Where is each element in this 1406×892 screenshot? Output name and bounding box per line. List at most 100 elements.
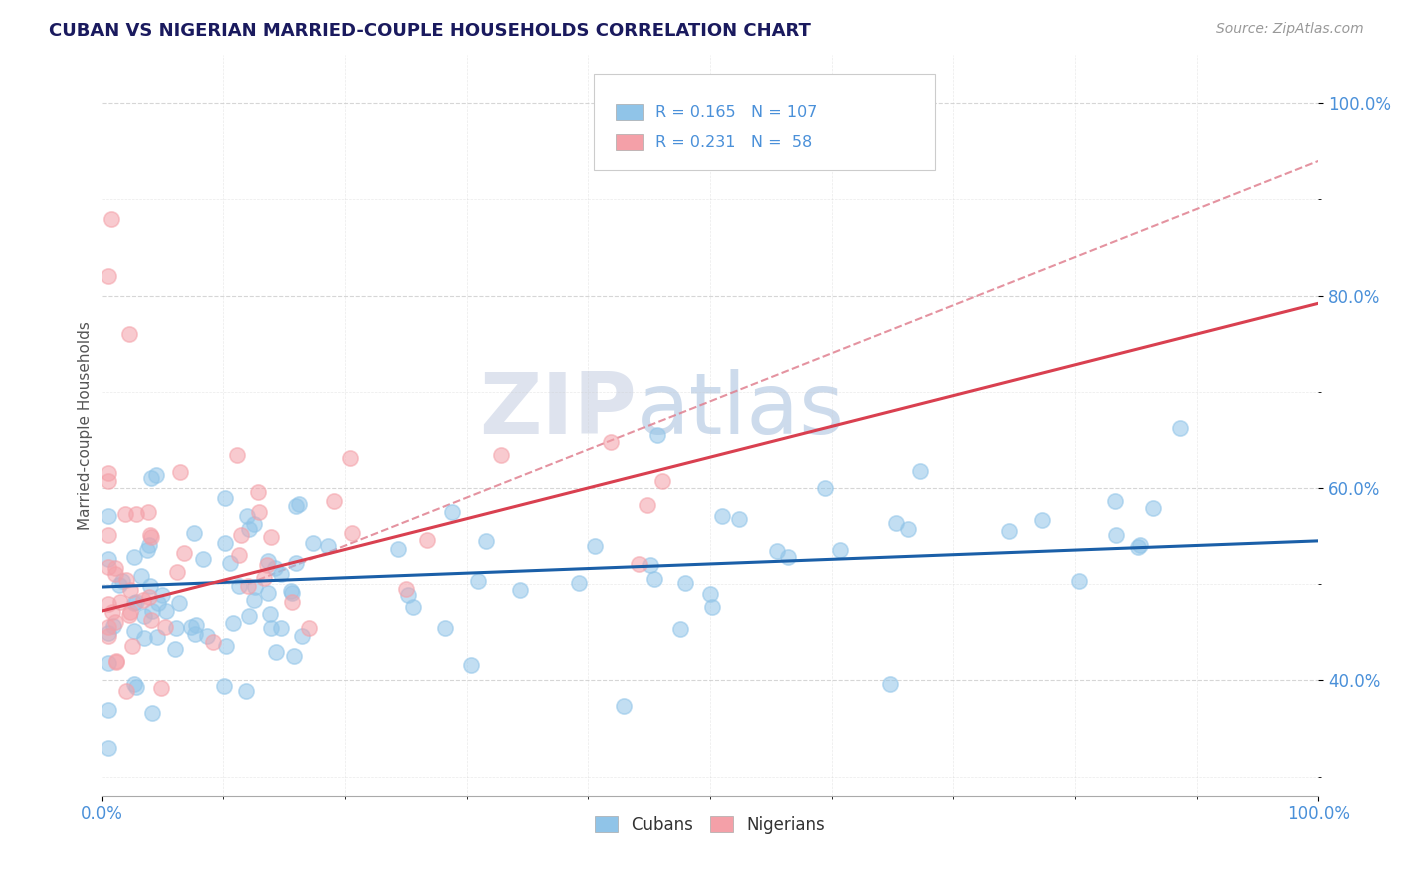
Point — [139, 528, 162, 542]
Point — [231, 527, 253, 541]
Point — [247, 505, 270, 519]
Point — [184, 627, 207, 641]
Point — [169, 466, 191, 480]
Point — [643, 572, 665, 586]
Point — [613, 699, 636, 714]
FancyBboxPatch shape — [616, 103, 643, 120]
Point — [628, 557, 651, 571]
Point — [136, 504, 159, 518]
Point — [214, 491, 236, 505]
Point — [183, 525, 205, 540]
Point — [264, 560, 287, 574]
Y-axis label: Married-couple Households: Married-couple Households — [79, 321, 93, 530]
Point — [111, 574, 134, 588]
Point — [97, 656, 120, 670]
Point — [636, 499, 658, 513]
Point — [884, 516, 907, 530]
Point — [139, 530, 162, 544]
Point — [1104, 494, 1126, 508]
Point — [339, 451, 361, 466]
Point — [395, 582, 418, 596]
Point — [121, 639, 143, 653]
Point — [228, 579, 250, 593]
Point — [214, 536, 236, 550]
Point — [138, 579, 160, 593]
Point — [221, 616, 243, 631]
Point — [150, 588, 173, 602]
Point — [136, 543, 159, 558]
FancyBboxPatch shape — [595, 74, 935, 170]
Point — [101, 605, 124, 619]
Point — [600, 434, 623, 449]
FancyBboxPatch shape — [616, 134, 643, 151]
Point — [440, 505, 463, 519]
Point — [97, 466, 120, 480]
Point — [238, 608, 260, 623]
Point — [416, 533, 439, 548]
Text: atlas: atlas — [637, 369, 845, 452]
Point — [260, 621, 283, 635]
Point — [467, 574, 489, 588]
Point — [167, 596, 190, 610]
Point — [145, 631, 167, 645]
Point — [97, 597, 120, 611]
Point — [287, 497, 309, 511]
Point — [997, 524, 1019, 538]
Point — [134, 631, 156, 645]
Point — [118, 583, 141, 598]
Point — [132, 592, 155, 607]
Point — [141, 604, 163, 618]
Point — [228, 548, 250, 562]
Point — [1067, 574, 1090, 589]
Point — [253, 571, 276, 585]
Point — [583, 539, 606, 553]
Point — [97, 269, 120, 284]
Point — [256, 558, 278, 572]
Point — [568, 575, 591, 590]
Point — [104, 560, 127, 574]
Point — [114, 508, 136, 522]
Point — [97, 703, 120, 717]
Point — [165, 621, 187, 635]
Point — [298, 621, 321, 635]
Point — [97, 560, 120, 574]
Point — [103, 619, 125, 633]
Point — [166, 566, 188, 580]
Point — [226, 448, 249, 462]
Point — [125, 681, 148, 695]
Point — [1142, 501, 1164, 516]
Point — [673, 575, 696, 590]
Point — [509, 582, 531, 597]
Point — [138, 590, 160, 604]
Point — [1129, 538, 1152, 552]
Point — [124, 677, 146, 691]
Point — [270, 620, 292, 634]
Point — [114, 573, 136, 587]
Legend: Cubans, Nigerians: Cubans, Nigerians — [588, 809, 832, 841]
Point — [489, 448, 512, 462]
Point — [396, 588, 419, 602]
Text: R = 0.165   N = 107: R = 0.165 N = 107 — [655, 104, 817, 120]
Point — [281, 586, 304, 600]
Point — [284, 499, 307, 513]
Point — [191, 552, 214, 566]
Point — [700, 600, 723, 615]
Point — [259, 607, 281, 621]
Point — [243, 592, 266, 607]
Point — [105, 654, 128, 668]
Point — [124, 508, 146, 522]
Point — [108, 578, 131, 592]
Point — [387, 542, 409, 557]
Point — [260, 530, 283, 544]
Point — [173, 545, 195, 559]
Point — [215, 639, 238, 653]
Point — [322, 494, 344, 508]
Point — [124, 624, 146, 638]
Point — [264, 645, 287, 659]
Point — [711, 508, 734, 523]
Point — [474, 533, 496, 548]
Point — [460, 657, 482, 672]
Point — [139, 470, 162, 484]
Point — [1168, 421, 1191, 435]
Point — [699, 587, 721, 601]
